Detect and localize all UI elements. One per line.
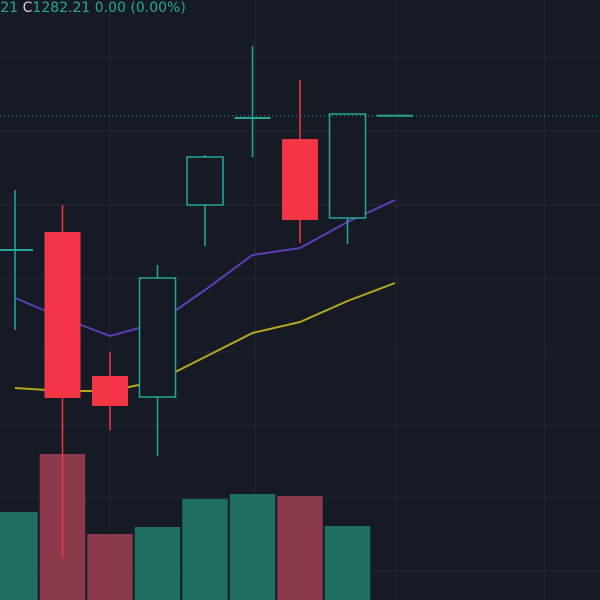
volume-bar xyxy=(0,512,38,600)
volume-bar xyxy=(134,527,181,600)
change-pct: (0.00%) xyxy=(130,0,185,16)
candle-body xyxy=(328,113,367,219)
prev-value: 2.21 xyxy=(0,0,18,16)
candle-body xyxy=(44,232,81,398)
candle-body xyxy=(282,139,318,220)
volume-bar xyxy=(182,499,228,600)
candle-body xyxy=(138,277,177,398)
volume-bar xyxy=(229,494,276,600)
change-value: 0.00 xyxy=(95,0,126,16)
candle-body xyxy=(186,156,224,206)
close-value: 1282.21 xyxy=(32,0,90,16)
volume-bar xyxy=(87,534,133,600)
volume-layer xyxy=(0,454,371,600)
volume-bar xyxy=(277,496,323,600)
header-legend: 2.21 C1282.21 0.00 (0.00%) xyxy=(0,0,186,16)
close-label: C xyxy=(23,0,33,16)
candle-body xyxy=(92,376,128,406)
volume-bar xyxy=(324,526,371,600)
candle-layer xyxy=(0,46,600,558)
